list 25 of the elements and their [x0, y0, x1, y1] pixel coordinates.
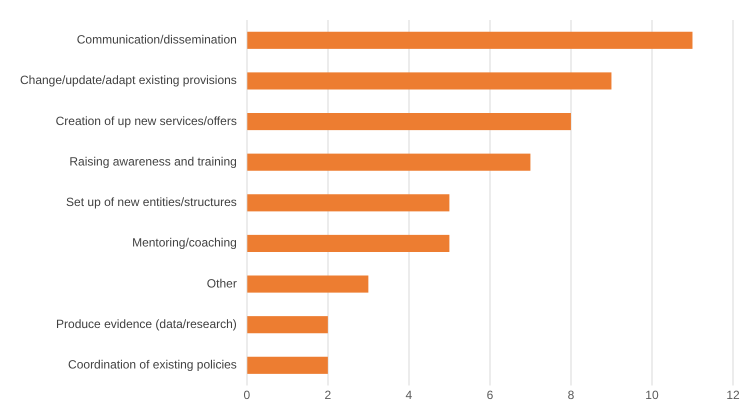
x-tick-label: 8 [568, 388, 575, 402]
y-tick-label: Other [206, 276, 237, 290]
y-tick-label: Coordination of existing policies [68, 358, 237, 372]
bar [247, 32, 692, 49]
y-tick-label: Mentoring/coaching [132, 236, 237, 250]
x-tick-label: 4 [406, 388, 413, 402]
y-tick-label: Creation of up new services/offers [56, 114, 237, 128]
bar [247, 316, 328, 334]
x-tick-label: 12 [726, 388, 740, 402]
y-tick-label: Produce evidence (data/research) [56, 316, 237, 331]
bar [247, 154, 530, 171]
y-tick-label: Communication/dissemination [76, 32, 237, 47]
y-tick-label: Set up of new entities/structures [66, 195, 237, 210]
bar [247, 113, 571, 130]
x-tick-label: 0 [243, 388, 250, 402]
x-tick-label: 10 [645, 388, 659, 402]
x-tick-label: 6 [486, 388, 494, 402]
bar [247, 234, 450, 252]
y-tick-label: Raising awareness and training [69, 154, 237, 168]
x-tick-label: 2 [324, 388, 332, 402]
bar [247, 276, 368, 293]
bar [247, 72, 612, 90]
bar [247, 356, 328, 374]
y-tick-label: Change/update/adapt existing provisions [20, 73, 237, 88]
bar [247, 194, 450, 212]
